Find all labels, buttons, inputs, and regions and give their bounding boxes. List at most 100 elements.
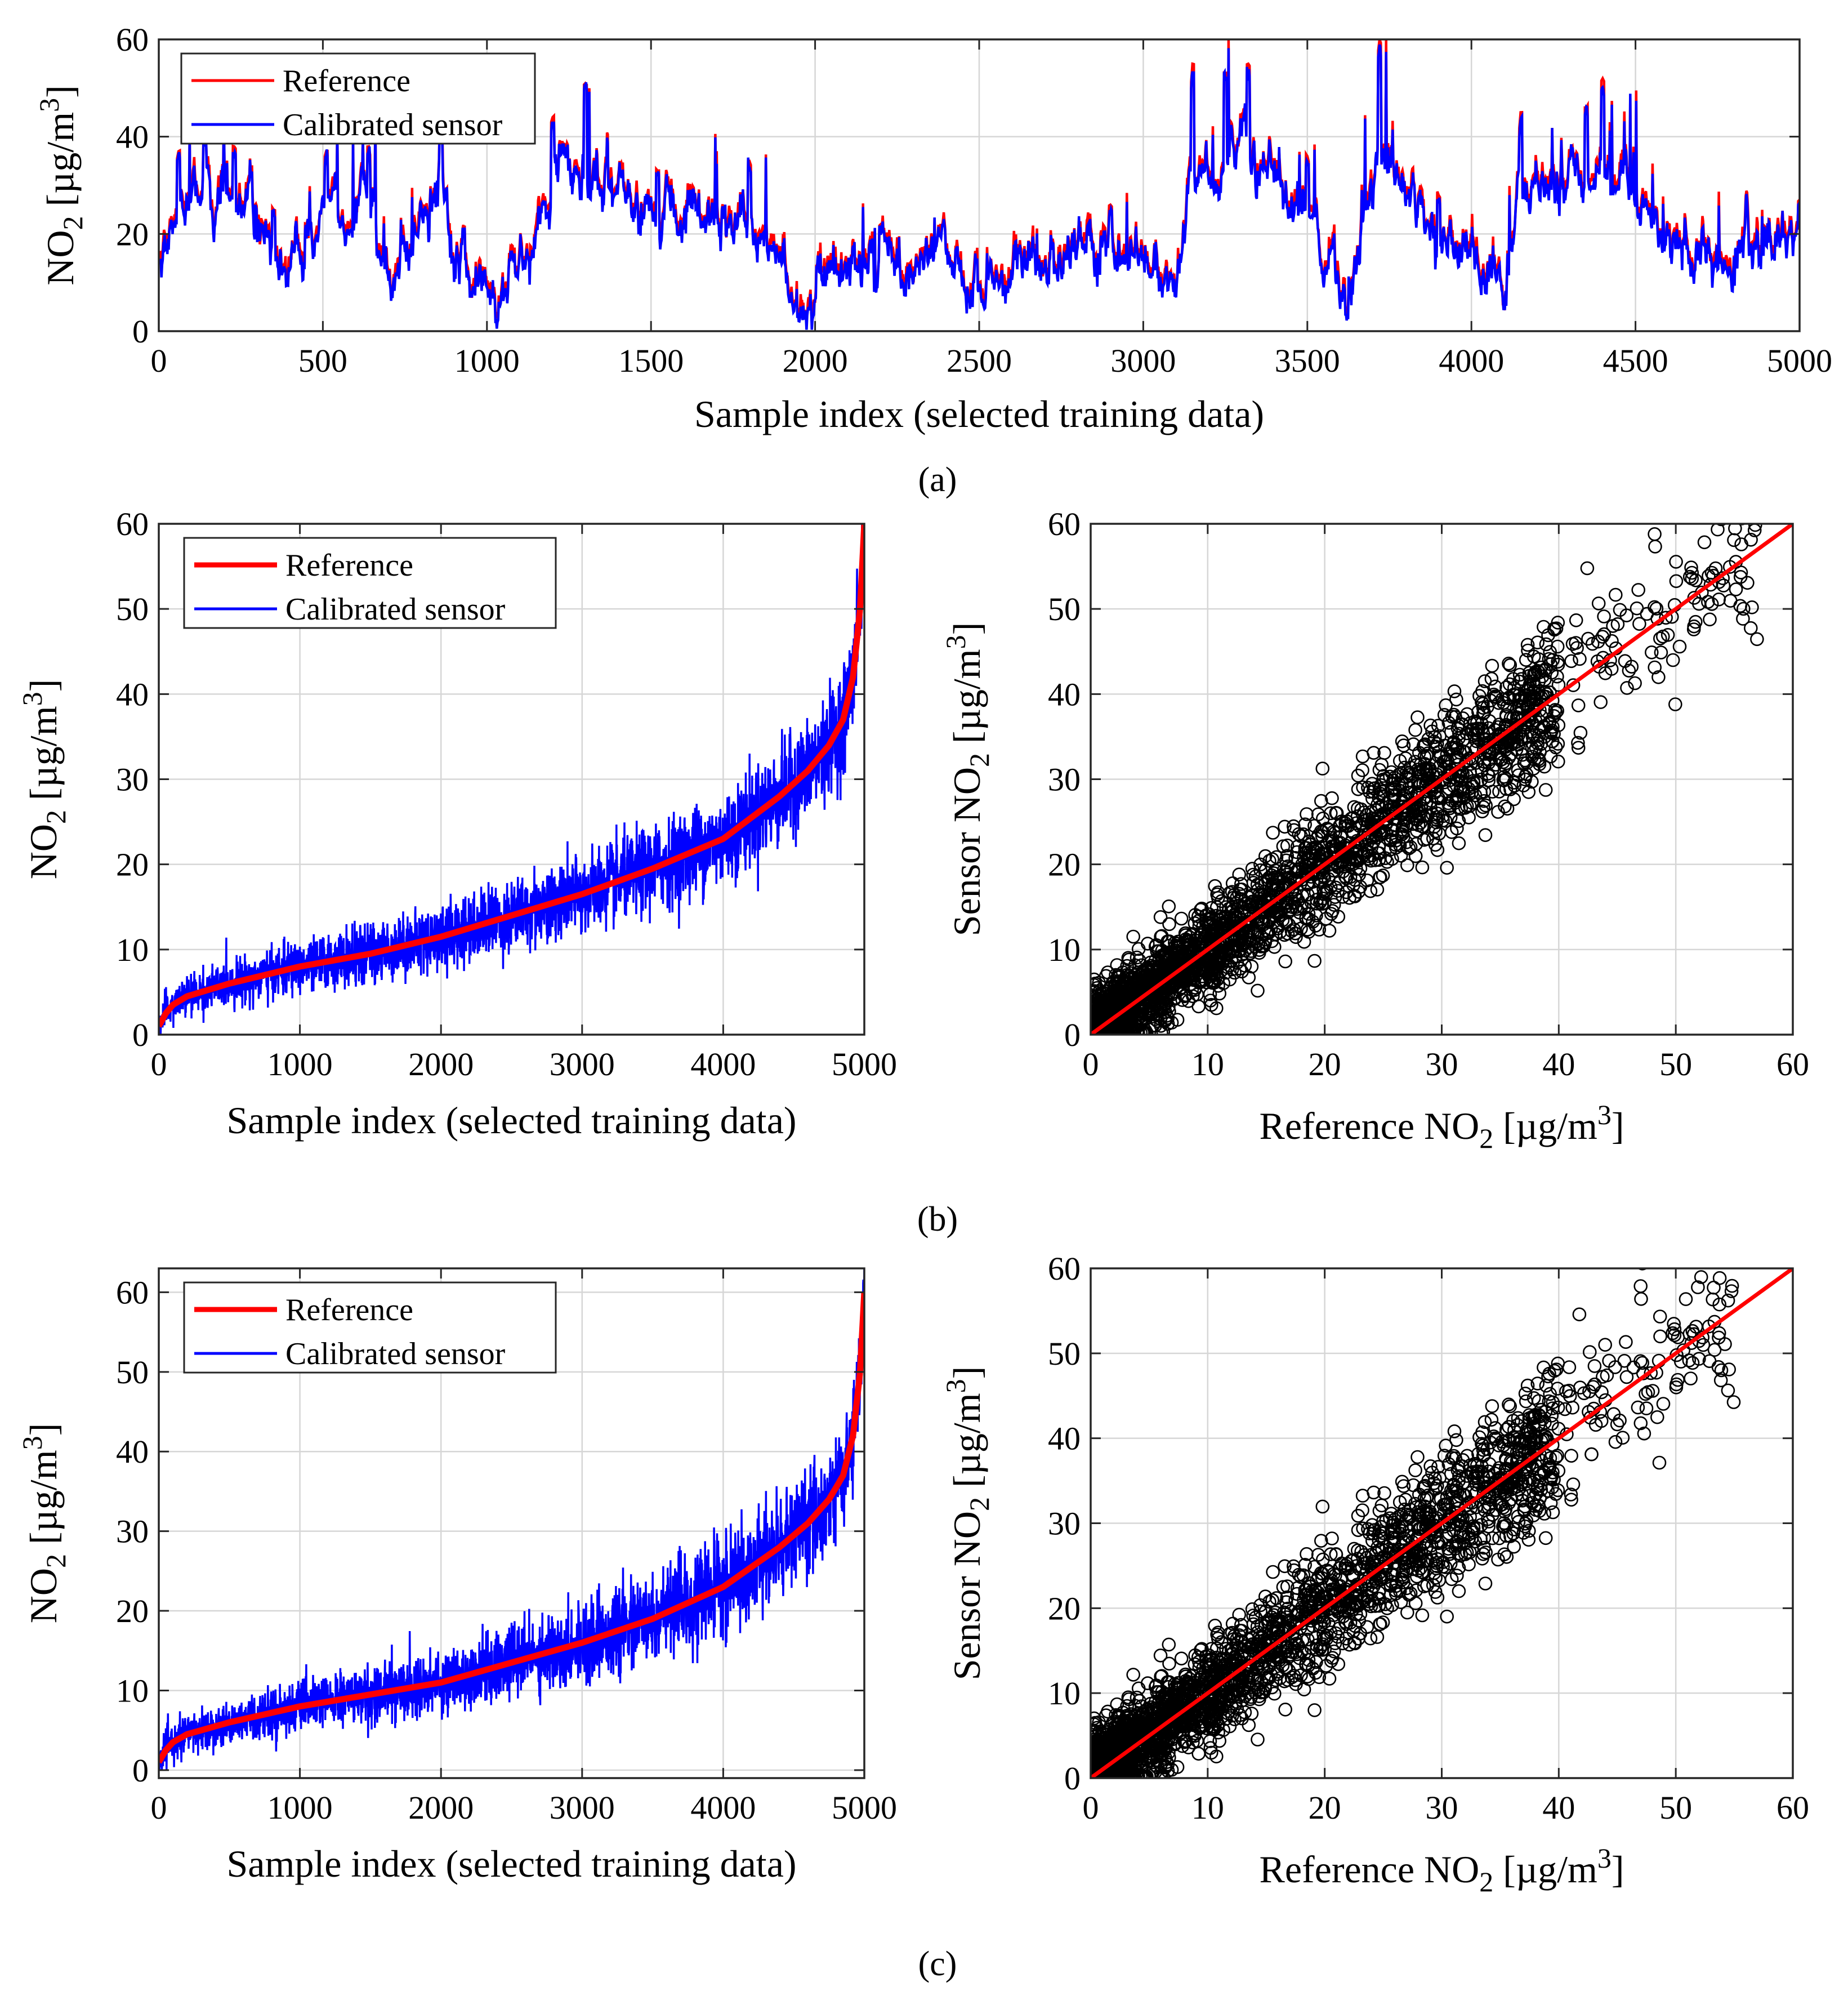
scatter-point [1482, 727, 1496, 741]
scatter-point [1343, 852, 1357, 867]
scatter-point [1425, 778, 1440, 792]
legend-label: Calibrated sensor [283, 108, 503, 142]
scatter-point [1476, 697, 1490, 711]
scatter-point [1633, 1416, 1648, 1431]
scatter-point [1443, 810, 1458, 825]
scatter-point [1287, 922, 1301, 937]
scatter-point [1123, 1013, 1138, 1027]
scatter-point [1537, 720, 1552, 735]
scatter-point [1721, 1383, 1735, 1398]
x-tick-label: 1500 [618, 342, 684, 379]
scatter-point [1670, 1377, 1684, 1392]
scatter-point [1411, 765, 1426, 780]
caption-c: (c) [918, 1945, 957, 1983]
scatter-point [1439, 785, 1453, 799]
scatter-point [1712, 1297, 1726, 1312]
scatter-point [1474, 786, 1488, 800]
scatter-point [1669, 574, 1684, 589]
scatter-point [1620, 681, 1634, 695]
scatter-point [1571, 741, 1586, 755]
scatter-point [1396, 1564, 1410, 1578]
scatter-point [1360, 844, 1374, 858]
scatter-point [1174, 911, 1189, 926]
y-tick-label: 50 [1048, 591, 1081, 627]
scatter-point [1423, 718, 1438, 733]
scatter-point [1542, 652, 1556, 666]
scatter-point [1113, 981, 1127, 995]
scatter-point [1400, 858, 1414, 872]
scatter-point [1516, 1467, 1530, 1482]
scatter-point [1266, 884, 1281, 898]
x-tick-label: 1000 [267, 1789, 333, 1826]
caption-b: (b) [917, 1200, 958, 1239]
scatter-point [1550, 703, 1564, 718]
scatter-point [1416, 809, 1431, 823]
scatter-point [1144, 996, 1158, 1010]
scatter-point [1410, 1450, 1425, 1464]
scatter-point [1581, 631, 1595, 646]
scatter-point [1475, 695, 1489, 709]
axes-frame [158, 1267, 865, 1779]
scatter-point [1521, 1533, 1536, 1547]
scatter-point [1315, 825, 1330, 839]
y-axis-title: NO2 [µg/m3] [16, 679, 72, 879]
scatter-point [1307, 840, 1322, 854]
scatter-point [1630, 601, 1644, 616]
scatter-point [1091, 985, 1101, 1000]
scatter-point [1518, 1516, 1533, 1531]
scatter-point [1243, 911, 1257, 925]
scatter-point [1278, 1703, 1292, 1717]
scatter-point [1324, 907, 1338, 921]
scatter-point [1278, 876, 1293, 890]
scatter-point [1278, 819, 1292, 834]
scatter-point [1537, 759, 1552, 774]
x-tick-label: 2000 [408, 1789, 474, 1826]
scatter-point [1734, 537, 1748, 551]
scatter-point [1570, 641, 1584, 655]
scatter-point [1534, 737, 1548, 751]
y-tick-label: 0 [132, 1017, 149, 1053]
scatter-point [1452, 836, 1466, 850]
scatter-point [1192, 1719, 1206, 1734]
scatter-point [1256, 938, 1270, 953]
scatter-point [1348, 851, 1362, 866]
scatter-point [1392, 767, 1406, 782]
scatter-point [1262, 871, 1276, 885]
scatter-point [1162, 899, 1176, 914]
scatter-point [1538, 783, 1553, 797]
scatter-point [1431, 719, 1445, 733]
scatter-point [1222, 958, 1237, 973]
plot-content [159, 1268, 864, 1771]
scatter-point [1208, 1619, 1222, 1633]
scatter-point [1538, 1531, 1553, 1545]
scatter-point [1452, 814, 1466, 828]
scatter-point [1412, 746, 1426, 760]
scatter-point [1253, 857, 1267, 872]
legend-label: Reference [283, 64, 410, 99]
scatter-point [1651, 670, 1666, 684]
scatter-point [1395, 822, 1410, 837]
scatter-point [1456, 711, 1470, 725]
scatter-point [1423, 1546, 1438, 1560]
scatter-point [1188, 981, 1203, 995]
scatter-point [1521, 785, 1536, 799]
scatter-point [1361, 781, 1375, 795]
scatter-point [1150, 1014, 1164, 1028]
series-line-reference [159, 524, 864, 1028]
scatter-point [1527, 703, 1542, 718]
scatter-point [1696, 1338, 1711, 1352]
x-tick-label: 30 [1426, 1046, 1458, 1083]
scatter-point [1115, 978, 1130, 992]
scatter-point [1257, 910, 1272, 924]
x-tick-label: 40 [1542, 1046, 1575, 1083]
scatter-point [1425, 1466, 1439, 1480]
scatter-point [1744, 621, 1758, 635]
scatter-point [1498, 799, 1512, 814]
scatter-point [1434, 749, 1448, 764]
series-line-reference [159, 1292, 864, 1764]
scatter-point [1736, 612, 1750, 626]
scatter-point [1420, 762, 1434, 777]
scatter-point [1126, 929, 1140, 944]
scatter-point [1729, 582, 1743, 596]
y-tick-label: 30 [116, 1513, 149, 1550]
